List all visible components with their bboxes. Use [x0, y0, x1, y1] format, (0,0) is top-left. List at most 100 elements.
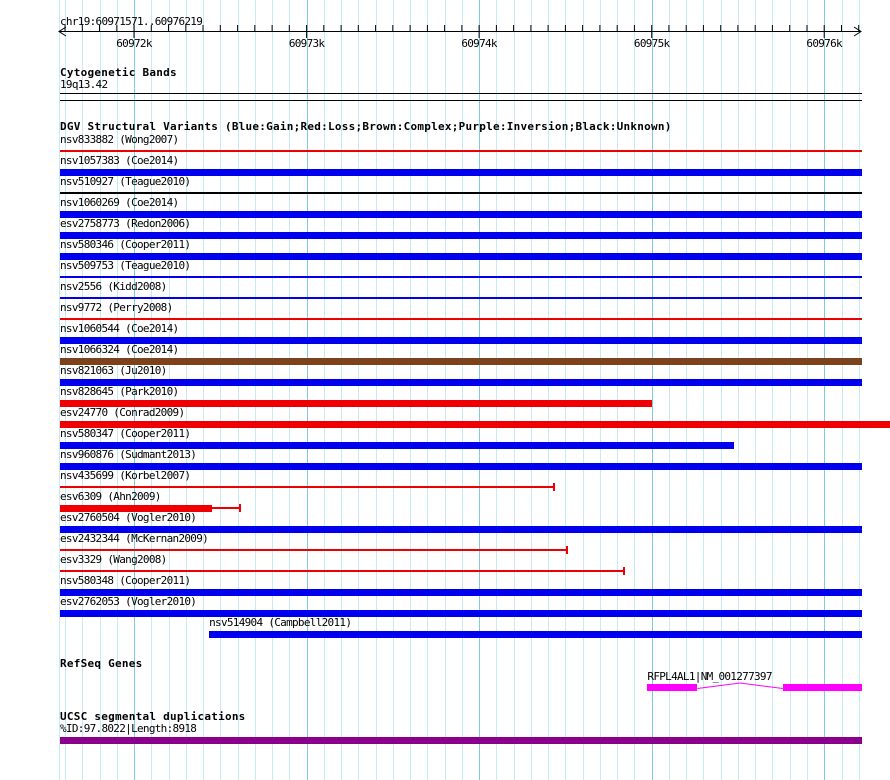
variant-range-line[interactable] [60, 570, 625, 572]
variant-label: nsv435699 (Korbel2007) [60, 469, 191, 482]
gridline [410, 0, 412, 780]
gridline [82, 0, 84, 780]
variant-bar[interactable] [60, 336, 862, 344]
gridline [59, 0, 60, 780]
gridline [530, 0, 532, 780]
gridline [582, 0, 584, 780]
variant-label: nsv580348 (Cooper2011) [60, 574, 191, 587]
variant-label: esv2432344 (McKernan2009) [60, 532, 209, 545]
variant-bar[interactable] [60, 168, 862, 176]
gridline [686, 0, 688, 780]
variant-label: esv24770 (Conrad2009) [60, 406, 185, 419]
variant-label: esv6309 (Ahn2009) [60, 490, 161, 503]
variant-range-line[interactable] [60, 486, 555, 488]
cytoband-box[interactable] [60, 93, 862, 101]
variant-range-line[interactable] [60, 318, 862, 320]
gridline [479, 0, 481, 780]
gridline [99, 0, 101, 780]
gridline [168, 0, 170, 780]
gridline [772, 0, 774, 780]
variant-bar[interactable] [60, 420, 890, 428]
variant-label: esv2758773 (Redon2006) [60, 217, 191, 230]
variant-label: nsv580347 (Cooper2011) [60, 427, 191, 440]
variant-bar[interactable] [60, 609, 862, 617]
variant-label: nsv1057383 (Coe2014) [60, 154, 179, 167]
variant-bar[interactable] [60, 399, 652, 407]
variant-bar[interactable] [60, 210, 862, 218]
variant-bar[interactable] [60, 252, 862, 260]
segdup-bar[interactable] [60, 737, 862, 744]
ruler-tick-label: 60975k [633, 37, 670, 50]
ruler-tick-label: 60972k [116, 37, 152, 50]
gridline [392, 0, 394, 780]
variant-bar[interactable] [60, 588, 862, 596]
gridline [272, 0, 274, 780]
variant-bar[interactable] [60, 357, 862, 365]
gridline [668, 0, 670, 780]
gridline [513, 0, 515, 780]
gridline [548, 0, 550, 780]
gridline [254, 0, 256, 780]
variant-bar[interactable] [60, 378, 862, 386]
variant-label: nsv833882 (Wong2007) [60, 133, 179, 146]
variant-bar[interactable] [60, 504, 212, 512]
gridline [375, 0, 377, 780]
gridline [651, 0, 653, 780]
gridline [703, 0, 705, 780]
gene-exon[interactable] [782, 684, 862, 691]
gridline [755, 0, 757, 780]
variant-range-line[interactable] [60, 192, 862, 194]
variant-label: nsv510927 (Teague2010) [60, 175, 191, 188]
variant-bar[interactable] [60, 525, 862, 533]
segdup-stats-label: %ID:97.8022|Length:8918 [60, 722, 197, 735]
gridline [185, 0, 187, 780]
variant-label: esv3329 (Wang2008) [60, 553, 167, 566]
variant-bar[interactable] [60, 441, 735, 449]
dgv-track-header: DGV Structural Variants (Blue:Gain;Red:L… [60, 120, 672, 133]
gridline [807, 0, 808, 780]
variant-label: nsv9772 (Perry2008) [60, 301, 173, 314]
gridline [341, 0, 343, 780]
gridline [461, 0, 463, 780]
gridline [737, 0, 739, 780]
variant-label: nsv828645 (Park2010) [60, 385, 179, 398]
variant-range-endcap[interactable] [566, 546, 569, 554]
variant-label: nsv960876 (Sudmant2013) [60, 448, 197, 461]
gridline [220, 0, 222, 780]
gridline [444, 0, 446, 780]
gridline [789, 0, 791, 780]
variant-label: esv2762053 (Vogler2010) [60, 595, 197, 608]
variant-range-line[interactable] [211, 507, 241, 509]
gridline [323, 0, 325, 780]
variant-label: nsv821063 (Ju2010) [60, 364, 167, 377]
variant-range-line[interactable] [60, 549, 568, 551]
variant-range-line[interactable] [60, 276, 862, 278]
variant-range-line[interactable] [60, 150, 862, 152]
gridline [306, 0, 308, 780]
gene-exon[interactable] [647, 684, 698, 691]
variant-bar[interactable] [60, 231, 862, 239]
gridline [496, 0, 498, 780]
cytogenetic-bands-header: Cytogenetic Bands [60, 66, 177, 79]
variant-range-endcap[interactable] [239, 504, 242, 512]
gridline [634, 0, 636, 780]
gridline [134, 0, 135, 780]
variant-range-line[interactable] [60, 297, 862, 299]
gene-name-label: RFPL4AL1|NM_001277397 [647, 670, 772, 683]
gridline [617, 0, 619, 780]
gridline [841, 0, 843, 780]
variant-range-endcap[interactable] [553, 483, 556, 491]
variant-label: nsv1066324 (Coe2014) [60, 343, 179, 356]
variant-label: nsv1060544 (Coe2014) [60, 322, 179, 335]
variant-bar[interactable] [60, 462, 862, 470]
variant-bar[interactable] [209, 630, 862, 638]
cytoband-label: 19q13.42 [60, 78, 108, 91]
variant-range-endcap[interactable] [623, 567, 626, 575]
gridline [824, 0, 826, 780]
gridline [720, 0, 722, 780]
ruler-tick-label: 60974k [461, 37, 497, 50]
variant-label: nsv509753 (Teague2010) [60, 259, 191, 272]
